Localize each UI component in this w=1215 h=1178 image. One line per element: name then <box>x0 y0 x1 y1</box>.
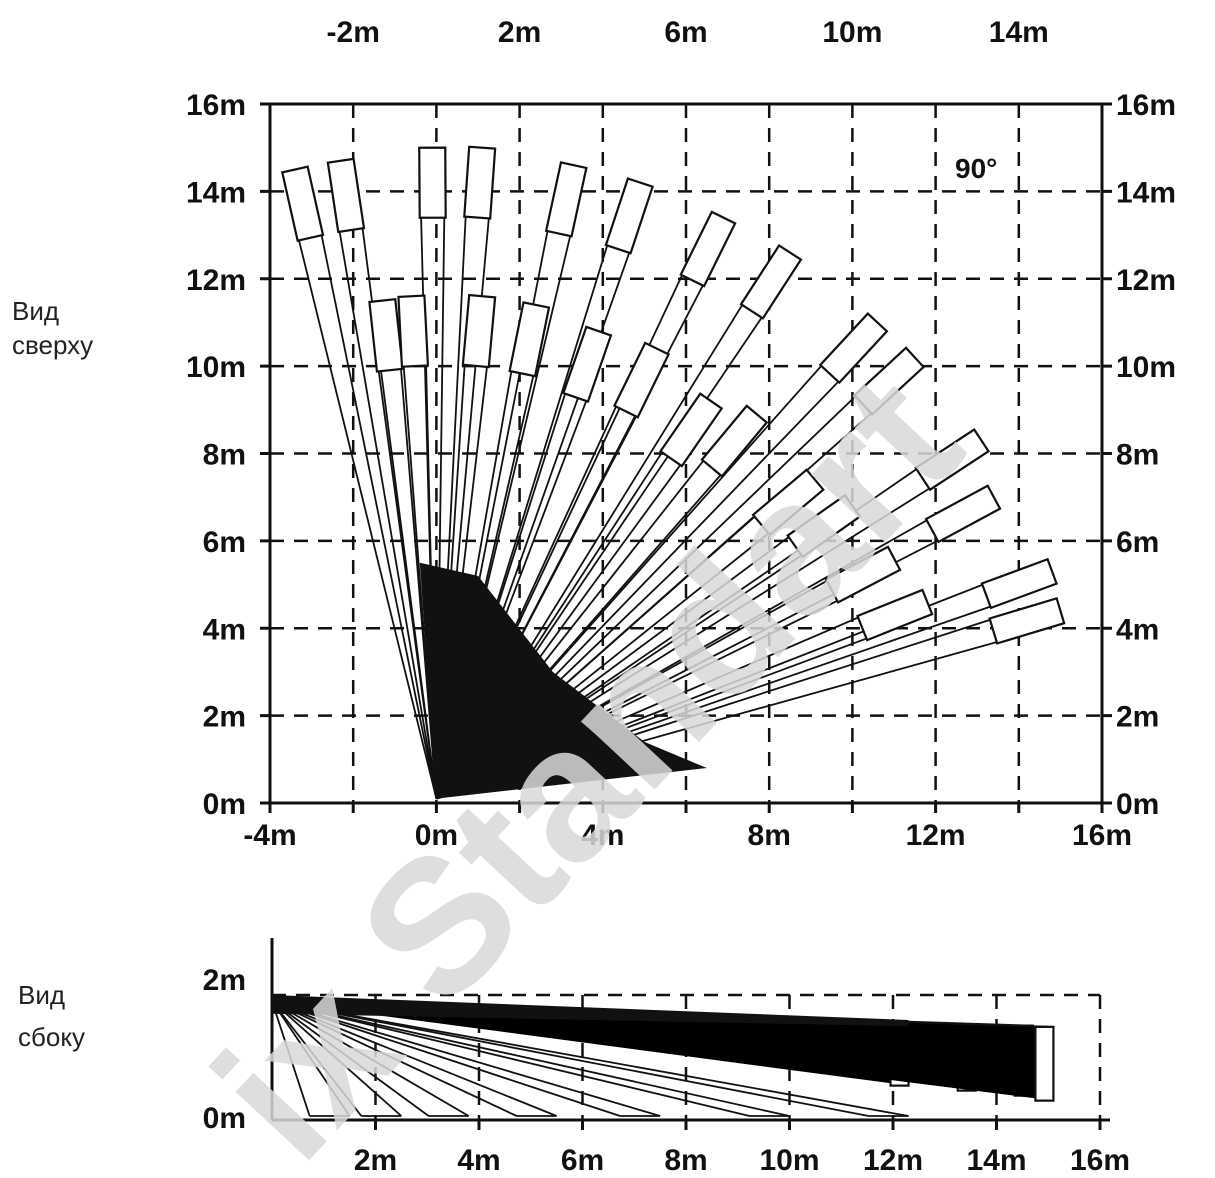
detection-zone <box>418 146 447 219</box>
detection-zone <box>924 484 1002 544</box>
detection-zone <box>914 428 991 492</box>
detection-zone <box>326 157 366 234</box>
detection-zone <box>461 293 497 369</box>
y-tick-label-left: 8m <box>203 439 246 472</box>
beam-ray <box>326 162 438 799</box>
y-tick-label-right: 14m <box>1116 176 1176 209</box>
side-beam-ray <box>271 1000 750 1117</box>
side-beam-ray <box>271 1000 351 1117</box>
y-tick-label-right: 4m <box>1116 613 1159 646</box>
detection-zone <box>751 468 825 537</box>
detection-zone <box>856 588 934 642</box>
detection-zone <box>679 210 737 288</box>
top-view-beams <box>280 145 1066 800</box>
detection-zone <box>824 545 902 604</box>
detection-zone <box>818 312 889 385</box>
detection-zone <box>544 161 588 238</box>
detection-zone <box>397 294 430 368</box>
y-tick-label-right: 2m <box>1116 701 1159 734</box>
side-x-tick-label: 8m <box>664 1144 707 1177</box>
y-tick-label-left: 14m <box>186 176 246 209</box>
y-tick-label-left: 12m <box>186 264 246 297</box>
side-beam-ray <box>271 1000 363 1117</box>
side-x-tick-label: 10m <box>759 1144 819 1177</box>
detection-zone <box>463 145 497 220</box>
side-beam-ray <box>271 1000 661 1117</box>
detection-zone <box>980 557 1058 610</box>
side-y-tick-label: 0m <box>203 1102 246 1135</box>
side-x-tick-label: 6m <box>561 1144 604 1177</box>
x-tick-label-bottom: 4m <box>581 819 624 852</box>
y-tick-label-left: 0m <box>203 788 246 821</box>
detection-zone <box>604 177 654 255</box>
detection-zone <box>368 297 405 373</box>
y-tick-label-right: 6m <box>1116 526 1159 559</box>
detection-zone <box>612 341 671 419</box>
x-tick-label-top: 6m <box>664 16 707 49</box>
side-beam-ray <box>271 1000 311 1117</box>
side-x-tick-label: 12m <box>863 1144 923 1177</box>
x-tick-label-bottom: -4m <box>243 819 296 852</box>
detection-zone <box>280 165 325 242</box>
detection-zone <box>786 493 862 559</box>
side-beam-ray <box>271 1000 621 1117</box>
y-tick-label-left: 6m <box>203 526 246 559</box>
side-view-axes <box>270 938 1110 1130</box>
y-tick-label-right: 12m <box>1116 264 1176 297</box>
beam-core <box>419 562 707 799</box>
side-beam-ray <box>271 1000 470 1117</box>
top-view-label-line1: Вид <box>12 296 59 326</box>
side-beam-ray <box>271 1000 402 1117</box>
coverage-angle-label: 90° <box>955 153 997 184</box>
x-tick-label-top: -2m <box>327 16 380 49</box>
x-tick-label-bottom: 12m <box>906 819 966 852</box>
side-view-beams <box>271 995 1055 1117</box>
beam-ray <box>306 166 438 799</box>
y-tick-label-left: 10m <box>186 351 246 384</box>
side-detection-zone <box>1034 1025 1055 1102</box>
side-beam-ray <box>271 1000 790 1117</box>
y-tick-label-right: 0m <box>1116 788 1159 821</box>
side-x-tick-label: 14m <box>966 1144 1026 1177</box>
x-tick-label-top: 10m <box>822 16 882 49</box>
side-view-label-line2: сбоку <box>18 1022 85 1052</box>
side-x-tick-label: 2m <box>354 1144 397 1177</box>
y-tick-label-right: 8m <box>1116 439 1159 472</box>
side-view-label-line1: Вид <box>18 980 65 1010</box>
side-x-tick-label: 16m <box>1070 1144 1130 1177</box>
side-beam-ray <box>271 1000 430 1117</box>
x-tick-label-top: 14m <box>989 16 1049 49</box>
x-tick-label-bottom: 16m <box>1072 819 1132 852</box>
detection-zone <box>700 404 769 478</box>
detection-zone <box>988 596 1066 645</box>
x-tick-label-bottom: 0m <box>415 819 458 852</box>
x-tick-label-bottom: 8m <box>748 819 791 852</box>
side-y-tick-label: 2m <box>203 964 246 997</box>
side-beam-ray <box>271 1000 869 1117</box>
beam-ray <box>397 296 438 799</box>
detection-zone <box>739 243 803 320</box>
y-tick-label-right: 10m <box>1116 351 1176 384</box>
side-view-tick-labels: 2m 4m 6m 8m 10m 12m 14m 16m 0m 2m <box>203 964 1130 1177</box>
y-tick-label-right: 16m <box>1116 89 1176 122</box>
top-view-label-line2: сверху <box>12 330 93 360</box>
y-tick-label-left: 16m <box>186 89 246 122</box>
beam-ray <box>281 172 438 799</box>
side-beam-ray <box>271 1000 557 1117</box>
side-beam-ray <box>271 1000 518 1117</box>
detection-zone <box>658 392 724 468</box>
x-tick-label-top: 2m <box>498 16 541 49</box>
side-x-tick-label: 4m <box>457 1144 500 1177</box>
detection-zone <box>508 301 551 378</box>
y-tick-label-left: 2m <box>203 701 246 734</box>
y-tick-label-left: 4m <box>203 613 246 646</box>
detection-zone <box>562 325 613 403</box>
beam-ray <box>368 301 438 799</box>
side-beam-core <box>272 995 909 1027</box>
top-view-axes <box>260 102 1112 813</box>
detection-zone <box>852 346 926 416</box>
side-beam-ray <box>271 1000 909 1117</box>
